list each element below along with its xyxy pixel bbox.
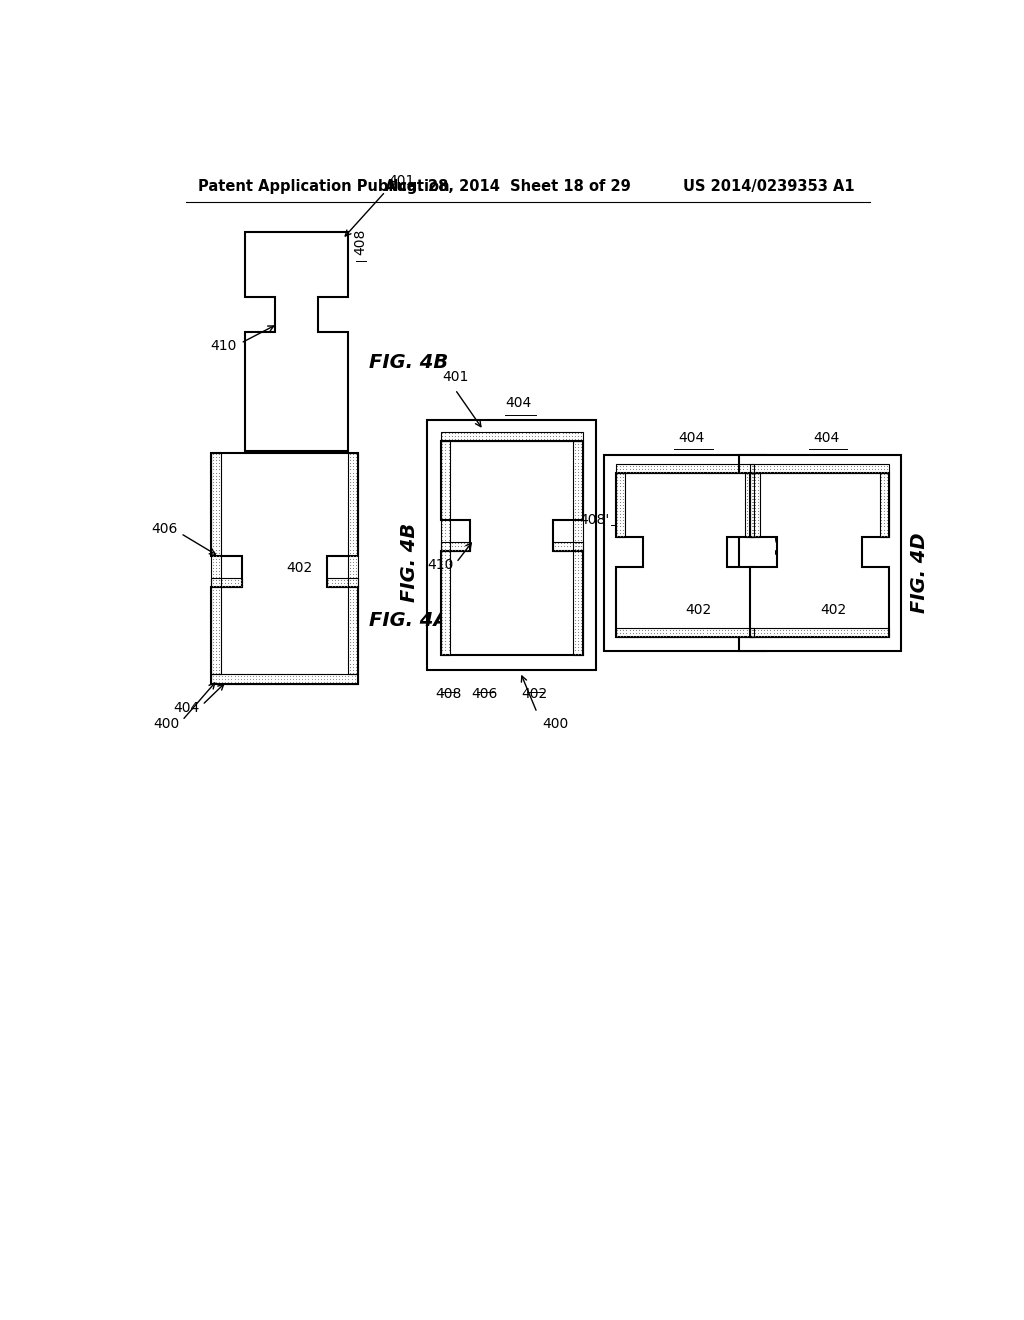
Text: 408': 408' [580,513,609,527]
Text: 410: 410 [211,338,237,352]
Text: 404: 404 [506,396,531,411]
Text: 404: 404 [813,430,840,445]
Bar [211,453,220,675]
Text: FIG. 4B: FIG. 4B [370,352,449,372]
Text: 410: 410 [427,558,454,572]
Polygon shape [615,474,755,638]
Bar [751,474,760,537]
Text: US 2014/0239353 A1: US 2014/0239353 A1 [683,180,854,194]
Bar [441,441,451,655]
Text: 404: 404 [679,430,705,445]
Bar [348,453,357,675]
Text: Patent Application Publication: Patent Application Publication [198,180,450,194]
Text: 402: 402 [521,688,548,701]
Text: FIG. 4A: FIG. 4A [370,611,449,630]
Text: FIG. 4B: FIG. 4B [400,523,419,602]
Bar [604,455,766,651]
Polygon shape [751,474,889,638]
Bar [745,474,755,537]
Polygon shape [211,453,357,684]
Bar [615,474,625,537]
Text: 408: 408 [353,228,368,255]
Text: 406: 406 [472,688,498,701]
Bar [427,420,596,671]
Polygon shape [441,441,583,655]
Text: 406: 406 [152,521,177,536]
Polygon shape [245,231,348,451]
Text: FIG. 4C: FIG. 4C [775,533,794,612]
Text: 402: 402 [286,561,312,576]
Bar [615,628,755,638]
Bar [751,628,889,638]
Text: FIG. 4D: FIG. 4D [909,532,929,612]
Text: 404: 404 [174,701,200,715]
Text: Aug. 28, 2014  Sheet 18 of 29: Aug. 28, 2014 Sheet 18 of 29 [385,180,631,194]
Text: 400: 400 [542,717,568,731]
Bar [327,578,357,587]
Text: 400: 400 [153,717,179,730]
Bar [211,578,243,587]
Bar [880,474,889,537]
Text: 402: 402 [820,603,847,618]
Bar [211,675,357,684]
Bar [751,465,889,474]
Bar [739,455,900,651]
Bar [441,543,470,552]
Bar [441,432,583,441]
Bar [553,543,583,552]
Bar [573,441,583,655]
Text: 401: 401 [388,174,415,187]
Text: 402: 402 [686,603,712,618]
Text: 401: 401 [441,370,468,384]
Bar [615,465,755,474]
Text: 408: 408 [435,688,462,701]
